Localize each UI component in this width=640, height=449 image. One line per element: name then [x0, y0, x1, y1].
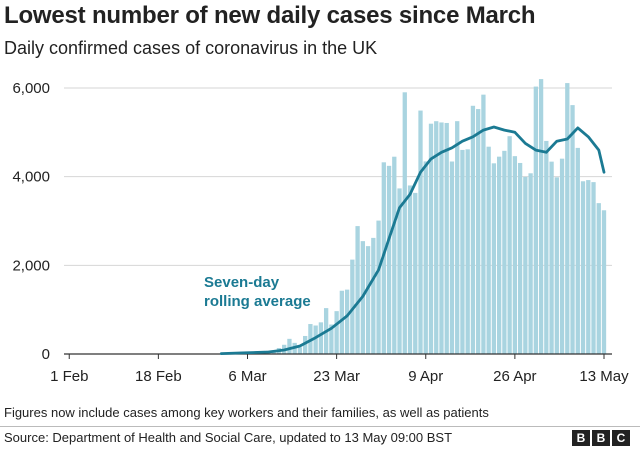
x-tick-label: 23 Mar — [313, 368, 360, 385]
bar — [491, 163, 497, 354]
bar — [287, 338, 292, 354]
bar — [528, 173, 533, 354]
bar — [496, 156, 502, 354]
bar — [297, 347, 303, 354]
bar — [575, 147, 580, 354]
bar — [318, 322, 324, 354]
bar — [596, 203, 601, 354]
x-tick-label: 18 Feb — [135, 368, 182, 385]
bar — [444, 122, 449, 354]
bar — [455, 121, 460, 354]
bar — [523, 176, 528, 354]
bar — [355, 226, 360, 354]
bar — [502, 150, 507, 354]
bar — [313, 325, 318, 354]
bar — [413, 192, 418, 354]
bar — [402, 92, 407, 355]
bar — [344, 289, 350, 354]
bar — [554, 177, 559, 354]
footnote: Figures now include cases among key work… — [4, 405, 489, 420]
bar — [549, 161, 554, 354]
bar — [538, 79, 544, 355]
bar — [481, 94, 486, 355]
x-tick-label: 6 Mar — [228, 368, 266, 385]
bar — [591, 182, 596, 354]
bar — [376, 220, 381, 354]
bar — [434, 121, 439, 355]
y-tick-label: 4,000 — [12, 169, 50, 186]
bar — [580, 181, 586, 354]
bar — [418, 110, 423, 354]
bar — [565, 83, 570, 354]
bar — [449, 161, 455, 354]
bar — [423, 161, 428, 354]
annotation-label: rolling average — [204, 293, 311, 310]
y-tick-label: 6,000 — [12, 80, 50, 97]
bar — [397, 188, 402, 354]
bbc-logo: B B C — [572, 430, 630, 446]
divider — [0, 426, 640, 427]
bar — [486, 146, 491, 354]
bar — [407, 185, 413, 354]
bar — [371, 237, 376, 354]
bar — [570, 105, 575, 354]
chart-title: Lowest number of new daily cases since M… — [4, 2, 536, 29]
bbc-logo-letter: C — [612, 430, 630, 446]
bar — [465, 149, 470, 354]
bar — [533, 86, 538, 355]
bar — [544, 140, 549, 354]
bar — [470, 105, 476, 354]
bar — [350, 259, 355, 354]
bar — [476, 109, 481, 354]
bar — [512, 156, 518, 354]
bar — [517, 162, 523, 354]
source-text: Source: Department of Health and Social … — [4, 430, 453, 445]
bar — [601, 210, 607, 354]
bar — [392, 156, 397, 354]
x-tick-label: 1 Feb — [50, 368, 88, 385]
bar — [428, 123, 434, 355]
y-tick-label: 2,000 — [12, 257, 50, 274]
bar — [559, 158, 565, 354]
bar — [334, 311, 339, 354]
y-tick-label: 0 — [42, 346, 50, 363]
bar — [329, 324, 334, 354]
rolling-average-line — [219, 125, 606, 356]
x-tick-label: 13 May — [579, 368, 629, 385]
bbc-logo-letter: B — [592, 430, 610, 446]
bar — [439, 122, 444, 355]
bar — [339, 290, 345, 354]
annotation-label: Seven-day — [204, 274, 280, 291]
bar — [303, 335, 308, 354]
x-tick-label: 9 Apr — [408, 368, 443, 385]
chart-subtitle: Daily confirmed cases of coronavirus in … — [4, 38, 378, 58]
bbc-logo-letter: B — [572, 430, 590, 446]
bar — [586, 180, 591, 354]
x-tick-label: 26 Apr — [493, 368, 536, 385]
bar — [507, 136, 512, 354]
bar — [365, 246, 371, 354]
bar — [386, 165, 392, 354]
chart: 0 2,000 4,000 6,000 1 Feb 18 Feb 6 Mar 23 Mar 9 … — [12, 79, 629, 385]
bar — [460, 149, 465, 354]
